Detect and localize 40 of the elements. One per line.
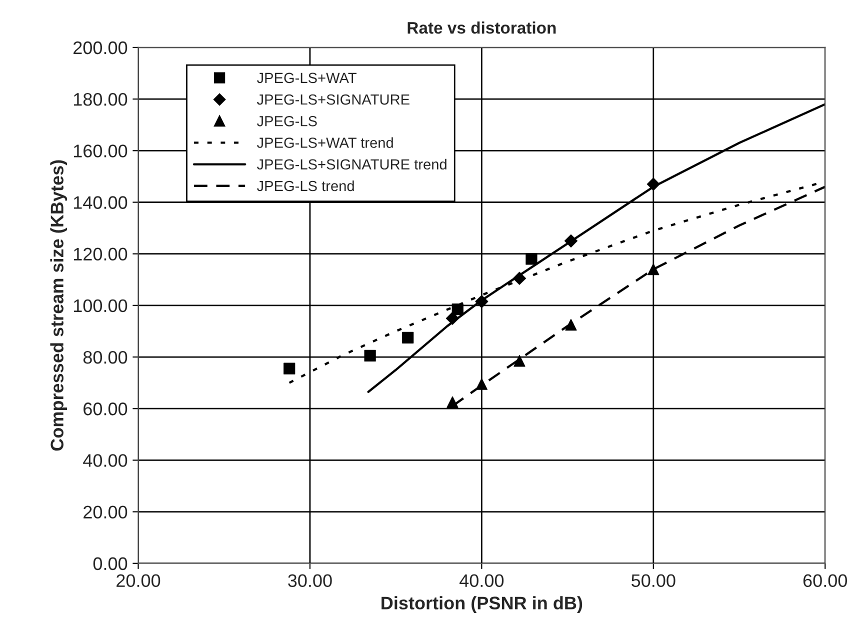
point	[476, 378, 488, 390]
y-tick-label: 60.00	[84, 402, 128, 416]
y-tick-label: 140.00	[74, 196, 128, 209]
y-tick-label: 80.00	[83, 350, 128, 364]
y-axis-title: Compressed stream size (KBytes)	[50, 160, 68, 451]
x-tick-label: 20.00	[116, 574, 160, 588]
y-tick-label: 20.00	[84, 506, 128, 518]
point	[514, 355, 526, 367]
point	[565, 318, 577, 331]
y-tick-label: 100.00	[74, 299, 128, 312]
point	[446, 312, 460, 325]
y-tick-label: 40.00	[83, 454, 128, 467]
legend-label: JPEG-LS+WAT trend	[256, 137, 393, 148]
y-tick-label: 120.00	[74, 248, 128, 261]
legend-label: JPEG-LS+SIGNATURE trend	[256, 158, 446, 170]
point	[446, 396, 458, 408]
point	[452, 303, 464, 316]
y-tick-label: 200.00	[74, 41, 128, 54]
point	[475, 294, 488, 308]
point	[646, 178, 660, 191]
y-tick-label: 180.00	[74, 93, 128, 106]
x-tick-label: 60.00	[803, 574, 848, 588]
legend-label: JPEG-LS trend	[256, 180, 354, 192]
legend-label: JPEG-LS+WAT	[256, 72, 356, 84]
y-tick-label: 160.00	[74, 144, 128, 158]
point	[564, 234, 578, 248]
point	[512, 272, 526, 285]
point	[284, 362, 296, 374]
point	[402, 332, 414, 344]
x-tick-label: 30.00	[288, 574, 332, 588]
legend-label: JPEG-LS+SIGNATURE	[256, 94, 410, 105]
chart-title: Rate vs distoration	[408, 22, 556, 34]
point	[364, 350, 376, 362]
x-tick-label: 50.00	[632, 574, 676, 588]
x-tick-label: 40.00	[460, 574, 504, 588]
point	[648, 264, 660, 276]
y-tick-label: 0.00	[93, 557, 128, 570]
point	[526, 253, 538, 265]
legend-label: JPEG-LS	[256, 116, 317, 126]
x-axis-title: Distortion (PSNR in dB)	[382, 596, 582, 614]
